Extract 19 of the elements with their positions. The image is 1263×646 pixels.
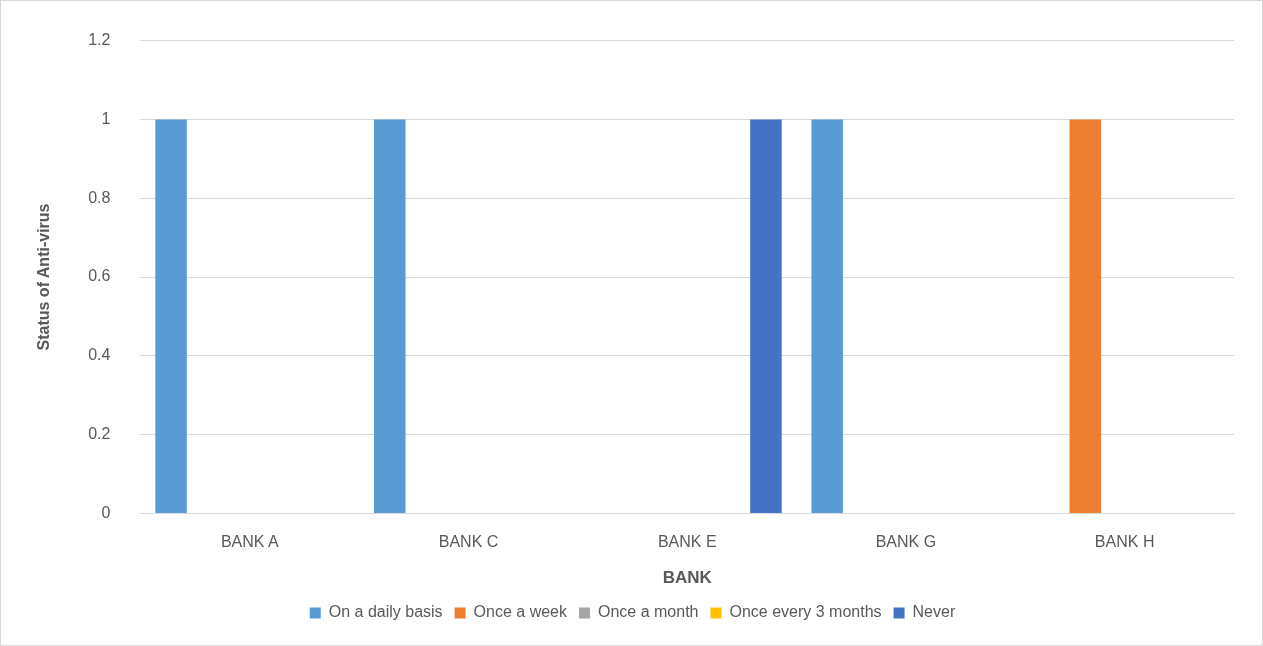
y-tick-label: 0 — [101, 503, 111, 521]
legend-label: On a daily basis — [328, 603, 443, 621]
y-tick-label: 0.8 — [88, 188, 111, 206]
y-tick-label: 1.2 — [88, 31, 111, 49]
x-tick-label: BANK H — [1094, 533, 1155, 551]
legend-label: Once a month — [597, 603, 699, 621]
legend-label: Once a week — [473, 603, 568, 621]
legend-label: Once every 3 months — [729, 603, 882, 621]
y-axis-title: Status of Anti-virus — [35, 203, 53, 351]
x-tick-label: BANK C — [438, 533, 499, 551]
x-tick-label: BANK G — [875, 533, 937, 551]
x-tick-label: BANK A — [220, 533, 280, 551]
y-tick-label: 0.6 — [88, 267, 111, 285]
y-tick-label: 1 — [101, 109, 111, 127]
y-tick-label: 0.4 — [88, 346, 111, 364]
x-axis-title: BANK — [662, 568, 713, 588]
y-tick-label: 0.2 — [88, 425, 111, 443]
legend-label: Never — [912, 603, 956, 621]
x-tick-label: BANK E — [657, 533, 717, 551]
